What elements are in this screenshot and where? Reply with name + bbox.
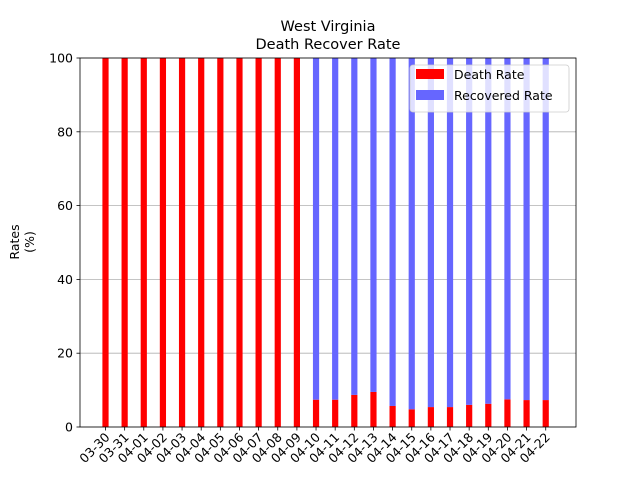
bar-recovered-rate (408, 58, 415, 410)
y-tick-label: 40 (57, 272, 73, 287)
legend: Death Rate Recovered Rate (409, 64, 570, 113)
bar-death-rate (293, 58, 300, 427)
bar-death-rate (178, 58, 186, 427)
y-axis-label-line-1: Rates (7, 224, 22, 259)
bar-death-rate (236, 58, 243, 427)
bar-death-rate (198, 58, 205, 427)
bar-recovered-rate (466, 58, 473, 405)
y-axis-label-line-2: (%) (22, 231, 37, 253)
bar-recovered-rate (504, 58, 511, 400)
bar-death-rate (427, 407, 434, 427)
bar-death-rate (140, 58, 147, 427)
bar-recovered-rate (427, 58, 434, 408)
y-tick-label: 80 (57, 124, 73, 139)
chart-subtitle: Death Recover Rate (256, 37, 401, 53)
bar-death-rate (523, 400, 530, 427)
bar-death-rate (121, 58, 128, 427)
chart-title: West Virginia (281, 19, 376, 35)
legend-box (409, 64, 570, 113)
legend-label-recovered-rate: Recovered Rate (454, 88, 553, 103)
bar-death-rate (408, 409, 415, 427)
bar-death-rate (370, 391, 377, 427)
bar-recovered-rate (389, 58, 396, 406)
bar-death-rate (389, 405, 396, 427)
bar-death-rate (485, 403, 492, 427)
bar-death-rate (446, 407, 454, 427)
plot-frame (79, 57, 577, 428)
bar-death-rate (466, 404, 473, 427)
bar-death-rate (255, 58, 262, 427)
bar-death-rate (351, 394, 358, 427)
legend-label-death-rate: Death Rate (454, 67, 525, 82)
y-tick-label: 100 (49, 51, 73, 66)
bar-death-rate (217, 58, 224, 427)
bar-death-rate (312, 399, 320, 427)
legend-swatch-death-rate (416, 69, 444, 79)
bar-recovered-rate (523, 58, 530, 401)
y-tick-label: 20 (57, 346, 73, 361)
bar-death-rate (504, 399, 511, 427)
y-tick-label: 0 (65, 420, 73, 435)
bar-death-rate (332, 399, 339, 427)
bar-recovered-rate (446, 58, 454, 408)
bar-death-rate (542, 400, 549, 427)
bar-recovered-rate (370, 58, 377, 392)
legend-swatch-recovered-rate (416, 90, 444, 100)
bar-death-rate (159, 58, 167, 427)
bar-recovered-rate (351, 58, 358, 395)
bar-recovered-rate (542, 58, 549, 401)
bar-recovered-rate (332, 58, 339, 400)
y-tick-label: 60 (57, 198, 73, 213)
bar-death-rate (274, 58, 281, 427)
bar-recovered-rate (485, 58, 492, 404)
bar-death-rate (102, 58, 109, 427)
bar-recovered-rate (312, 58, 320, 400)
